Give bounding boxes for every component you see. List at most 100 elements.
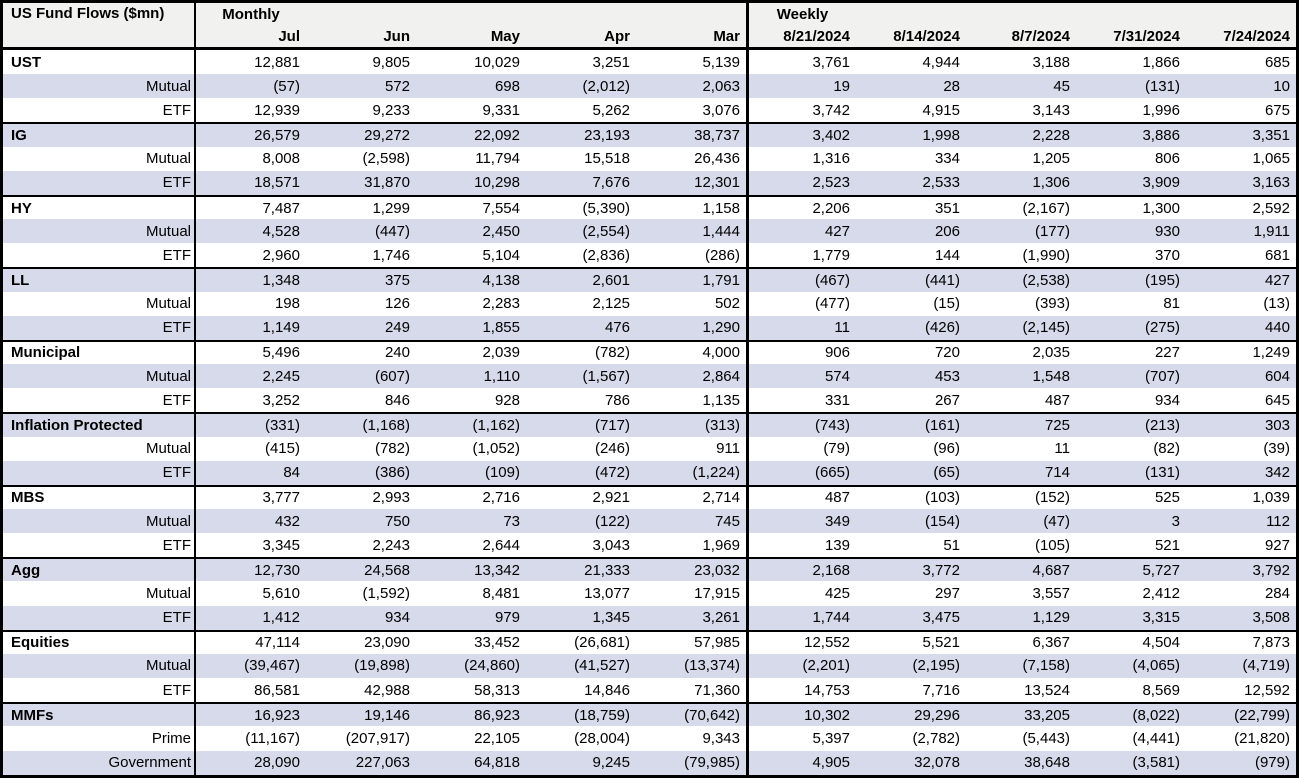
cell-municipal-mutual-mar: 2,864 xyxy=(636,364,746,389)
cell-ll-jul: 1,348 xyxy=(196,267,306,292)
cell-ust-etf-mar: 3,076 xyxy=(702,101,740,119)
cell-mbs-mutual-7-31-2024: 3 xyxy=(1076,508,1186,534)
cell-ll-7-24-2024: 427 xyxy=(1186,267,1296,292)
cell-mbs-etf-may: 2,644 xyxy=(482,536,520,554)
cell-ust-etf-8-7-2024: 3,143 xyxy=(1032,101,1070,119)
cell-equities-mar: 57,985 xyxy=(636,629,746,654)
header-spacer xyxy=(856,3,966,25)
column-header-7-31-2024: 7/31/2024 xyxy=(1076,25,1186,50)
cell-agg-mutual-8-21-2024: 425 xyxy=(746,581,856,606)
cell-ust-mutual-jul: (57) xyxy=(196,74,306,99)
cell-agg-jun: 24,568 xyxy=(306,557,416,582)
cell-agg-mutual-7-31-2024: 2,412 xyxy=(1142,585,1180,603)
cell-agg-8-7-2024: 4,687 xyxy=(966,557,1076,582)
cell-equities-mutual-may: (24,860) xyxy=(416,653,526,679)
cell-ll-etf-mar: 1,290 xyxy=(636,315,746,340)
cell-hy-etf-mar: (286) xyxy=(704,246,740,264)
cell-inflation-protected-mutual-jun: (782) xyxy=(374,440,410,458)
cell-ll-8-14-2024: (441) xyxy=(856,267,966,292)
cell-ig-8-21-2024: 3,402 xyxy=(746,122,856,147)
cell-agg-etf-7-31-2024: 3,315 xyxy=(1076,605,1186,630)
cell-municipal-etf-8-7-2024: 487 xyxy=(1044,391,1070,409)
row-label-ig: IG xyxy=(3,122,196,147)
cell-hy-etf-7-24-2024: 681 xyxy=(1264,246,1290,264)
cell-mmfs-government-jul: 28,090 xyxy=(196,750,306,775)
cell-inflation-protected-7-31-2024: (213) xyxy=(1076,412,1186,437)
cell-inflation-protected-8-7-2024: 725 xyxy=(966,412,1076,437)
cell-agg-etf-7-24-2024: 3,508 xyxy=(1186,605,1296,630)
cell-ig-8-14-2024: 1,998 xyxy=(856,122,966,147)
cell-hy-mutual-8-7-2024: (177) xyxy=(966,219,1076,244)
cell-municipal-mutual-jul: 2,245 xyxy=(196,364,306,389)
cell-mmfs-7-31-2024: (8,022) xyxy=(1076,702,1186,727)
cell-equities-mutual-mar: (13,374) xyxy=(636,653,746,679)
cell-hy-7-31-2024: 1,300 xyxy=(1076,194,1186,219)
cell-hy-8-14-2024: 351 xyxy=(856,194,966,219)
cell-equities-mutual-apr: (41,527) xyxy=(526,653,636,679)
cell-mbs-mutual-jun: 750 xyxy=(306,508,416,534)
cell-inflation-protected-mutual-jul: (415) xyxy=(264,440,300,458)
cell-equities-etf-jun: 42,988 xyxy=(364,681,410,699)
cell-mbs-etf-8-21-2024: 139 xyxy=(746,533,856,558)
monthly-section-label: Monthly xyxy=(196,3,306,25)
cell-mmfs-prime-7-24-2024: (21,820) xyxy=(1234,729,1290,747)
cell-municipal-jun: 240 xyxy=(306,339,416,364)
cell-ig-mutual-8-21-2024: 1,316 xyxy=(746,146,856,171)
cell-inflation-protected-8-21-2024: (743) xyxy=(746,412,856,437)
cell-mmfs-may: 86,923 xyxy=(416,702,526,727)
cell-ll-mutual-8-14-2024: (15) xyxy=(933,295,960,313)
cell-inflation-protected-apr: (717) xyxy=(526,412,636,437)
cell-equities-etf-jul: 86,581 xyxy=(254,681,300,699)
cell-ll-mutual-mar: 502 xyxy=(714,295,740,313)
header-spacer xyxy=(306,3,416,25)
cell-ll-mutual-7-24-2024: (13) xyxy=(1263,295,1290,313)
cell-ig-etf-7-24-2024: 3,163 xyxy=(1186,170,1296,195)
cell-mbs-apr: 2,921 xyxy=(526,484,636,509)
cell-mbs-mutual-8-7-2024: (47) xyxy=(966,508,1076,534)
cell-ll-8-7-2024: (2,538) xyxy=(966,267,1076,292)
cell-agg-mutual-8-14-2024: 297 xyxy=(934,585,960,603)
cell-agg-mutual-jul: 5,610 xyxy=(262,585,300,603)
cell-ig-etf-mar: 12,301 xyxy=(636,170,746,195)
cell-inflation-protected-etf-8-14-2024: (65) xyxy=(856,460,966,485)
cell-inflation-protected-etf-jun: (386) xyxy=(306,460,416,485)
column-header-7-24-2024: 7/24/2024 xyxy=(1186,25,1296,50)
cell-agg-8-14-2024: 3,772 xyxy=(856,557,966,582)
cell-ig-mutual-apr: 15,518 xyxy=(584,150,630,168)
cell-hy-mutual-jun: (447) xyxy=(306,219,416,244)
row-label-equities-etf: ETF xyxy=(3,678,196,703)
cell-municipal-mar: 4,000 xyxy=(636,339,746,364)
cell-ll-etf-7-24-2024: 440 xyxy=(1186,315,1296,340)
row-label-municipal-etf: ETF xyxy=(3,388,196,413)
cell-mmfs-prime-mar: 9,343 xyxy=(702,729,740,747)
cell-ig-mar: 38,737 xyxy=(636,122,746,147)
cell-ll-mutual-8-21-2024: (477) xyxy=(746,291,856,316)
cell-ig-etf-jun: 31,870 xyxy=(306,170,416,195)
cell-hy-etf-may: 5,104 xyxy=(482,246,520,264)
cell-equities-mutual-8-7-2024: (7,158) xyxy=(966,653,1076,679)
cell-ust-etf-jul: 12,939 xyxy=(254,101,300,119)
cell-equities-may: 33,452 xyxy=(416,629,526,654)
cell-agg-may: 13,342 xyxy=(416,557,526,582)
cell-mbs-mutual-apr: (122) xyxy=(526,508,636,534)
cell-mbs-mutual-7-24-2024: 112 xyxy=(1186,508,1296,534)
cell-equities-etf-8-14-2024: 7,716 xyxy=(922,681,960,699)
row-label-municipal: Municipal xyxy=(3,339,196,365)
cell-mbs-etf-8-14-2024: 51 xyxy=(943,536,960,554)
row-label-hy: HY xyxy=(3,194,196,220)
cell-agg-mutual-mar: 17,915 xyxy=(694,585,740,603)
cell-mbs-jul: 3,777 xyxy=(196,484,306,509)
cell-municipal-8-14-2024: 720 xyxy=(856,339,966,364)
row-label-ll: LL xyxy=(3,267,196,292)
cell-ust-8-7-2024: 3,188 xyxy=(1032,53,1070,71)
row-label-inflation-protected-mutual: Mutual xyxy=(3,436,196,461)
cell-ll-7-31-2024: (195) xyxy=(1076,267,1186,292)
cell-mbs-etf-apr: 3,043 xyxy=(592,536,630,554)
cell-mbs-etf-jun: 2,243 xyxy=(372,536,410,554)
cell-agg-8-21-2024: 2,168 xyxy=(746,557,856,582)
header-spacer xyxy=(1076,3,1186,25)
cell-mmfs-government-7-24-2024: (979) xyxy=(1186,750,1296,775)
cell-ig-mutual-may: 11,794 xyxy=(475,150,520,168)
row-label-ust-mutual: Mutual xyxy=(3,74,196,99)
cell-equities-etf-8-7-2024: 13,524 xyxy=(1024,681,1070,699)
